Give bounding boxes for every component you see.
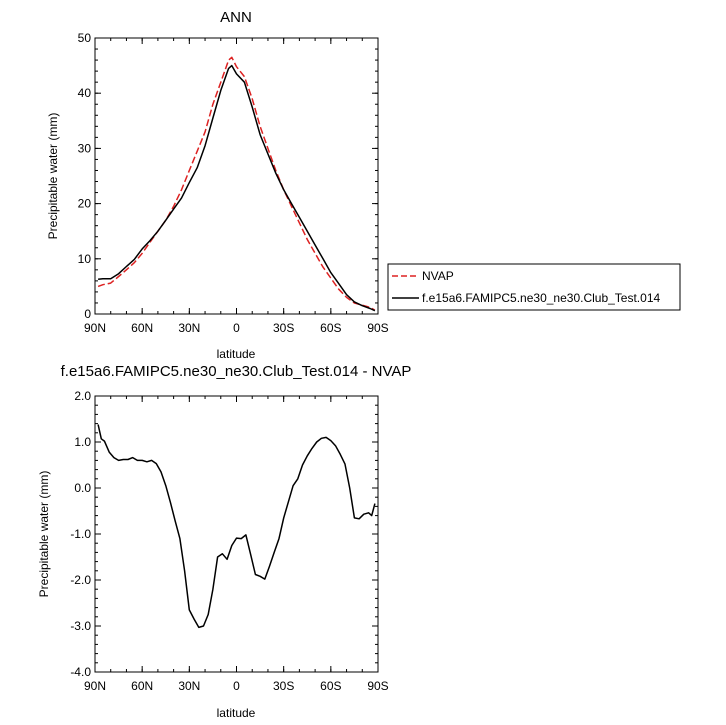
top-x-tick-label: 60N [131,321,153,335]
bottom-x-tick-label: 60S [320,679,341,693]
top-series-line-0 [97,56,376,311]
top-x-tick-label: 30N [178,321,200,335]
top-x-tick-label: 60S [320,321,341,335]
bottom-x-tick-label: 90S [367,679,388,693]
legend-label-model: f.e15a6.FAMIPC5.ne30_ne30.Club_Test.014 [422,291,660,305]
legend: NVAP f.e15a6.FAMIPC5.ne30_ne30.Club_Test… [387,263,681,311]
bottom-y-tick-label: 1.0 [74,435,91,449]
bottom-y-tick-label: 0.0 [74,481,91,495]
top-chart-title: ANN [220,9,252,26]
bottom-panel: f.e15a6.FAMIPC5.ne30_ne30.Club_Test.014 … [37,363,411,720]
top-plot-frame [94,37,379,315]
bottom-series-group [97,424,376,629]
top-x-tick-label: 90N [84,321,106,335]
bottom-y-tick-label: -1.0 [70,527,91,541]
bottom-plot-frame [94,395,379,673]
bottom-x-axis-label: latitude [217,706,256,720]
bottom-chart-title: f.e15a6.FAMIPC5.ne30_ne30.Club_Test.014 … [61,363,412,380]
bottom-x-tick-label: 60N [131,679,153,693]
bottom-y-tick-label: -4.0 [70,665,91,679]
top-panel: ANN 90N 60N 30N 0 30S 60S 90S 0 10 20 30 40 50 latit… [46,9,389,361]
bottom-y-tick-label: -2.0 [70,573,91,587]
bottom-x-tick-label: 90N [84,679,106,693]
top-y-tick-label: 50 [78,31,92,45]
top-x-axis-label: latitude [217,347,256,361]
bottom-x-tick-label: 30N [178,679,200,693]
top-series-group [97,56,376,312]
bottom-x-tick-label: 0 [233,679,240,693]
bottom-series-line-0 [97,424,376,629]
bottom-y-tick-label: 2.0 [74,389,91,403]
top-x-tick-label: 0 [233,321,240,335]
legend-label-nvap: NVAP [422,269,454,283]
top-y-tick-label: 40 [78,86,92,100]
top-x-tick-label: 30S [273,321,294,335]
top-y-tick-label: 10 [78,252,92,266]
top-y-axis-label: Precipitable water (mm) [46,113,60,240]
bottom-y-tick-label: -3.0 [70,619,91,633]
top-y-tick-label: 20 [78,197,92,211]
top-x-tick-label: 90S [367,321,388,335]
bottom-y-axis-label: Precipitable water (mm) [37,471,51,598]
bottom-tick-group: 90N 60N 30N 0 30S 60S 90S -4.0 -3.0 -2.0 -1.0 0.0 1.… [70,389,388,693]
top-y-tick-label: 0 [84,307,91,321]
top-y-tick-label: 30 [78,141,92,155]
top-tick-group: 90N 60N 30N 0 30S 60S 90S 0 10 20 30 40 50 [78,31,389,335]
top-series-line-1 [98,64,376,312]
legend-box [387,263,681,311]
bottom-x-tick-label: 30S [273,679,294,693]
